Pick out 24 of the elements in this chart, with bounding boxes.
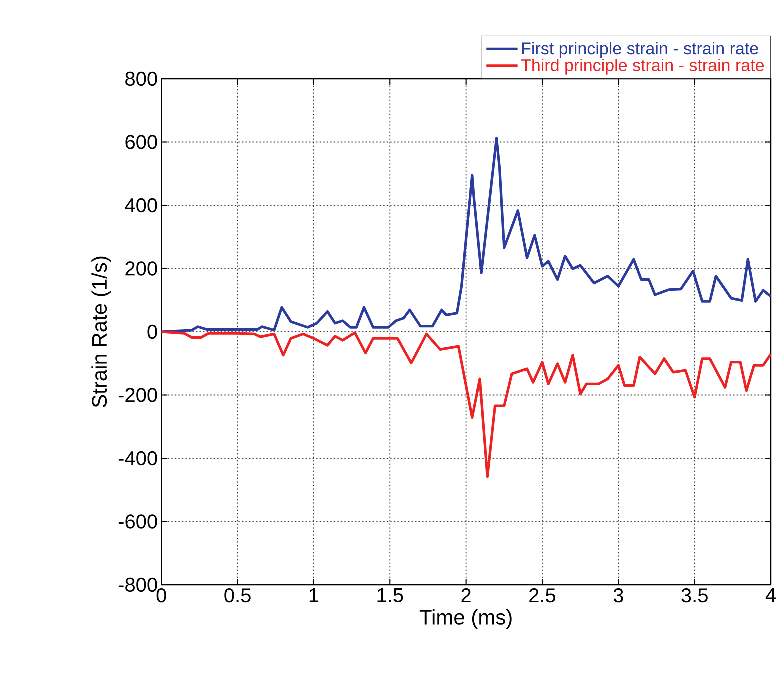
y-tick-label: 800 [126,72,158,86]
x-tick-label: 0.5 [224,588,251,603]
x-tick-label: 2.5 [530,588,556,603]
y-tick-label: -400 [118,451,158,466]
y-tick-label: 200 [126,262,158,276]
legend-label: Third principle strain - strain rate [521,58,764,75]
x-tick-label: 4 [766,588,776,602]
legend-label: First principle strain - strain rate [522,42,758,58]
x-tick-label: 3.5 [682,588,708,603]
line-series [162,330,772,478]
y-axis-title: Strain Rate (1/s) [92,256,112,408]
y-tick-label: 600 [126,135,158,150]
y-tick-label: -600 [118,514,158,529]
y-tick-label: 0 [148,324,158,340]
y-tick-label: 400 [125,198,158,213]
x-axis-title: Time (ms) [420,610,512,630]
y-tick-label: -200 [118,388,158,402]
line-series [162,137,772,334]
x-tick-label: 0 [156,588,166,603]
x-tick-label: 1 [310,588,319,602]
x-tick-label: 2 [462,588,471,602]
x-tick-label: 1.5 [378,588,404,602]
x-tick-label: 3 [614,588,624,603]
y-tick-label: -800 [118,578,158,592]
